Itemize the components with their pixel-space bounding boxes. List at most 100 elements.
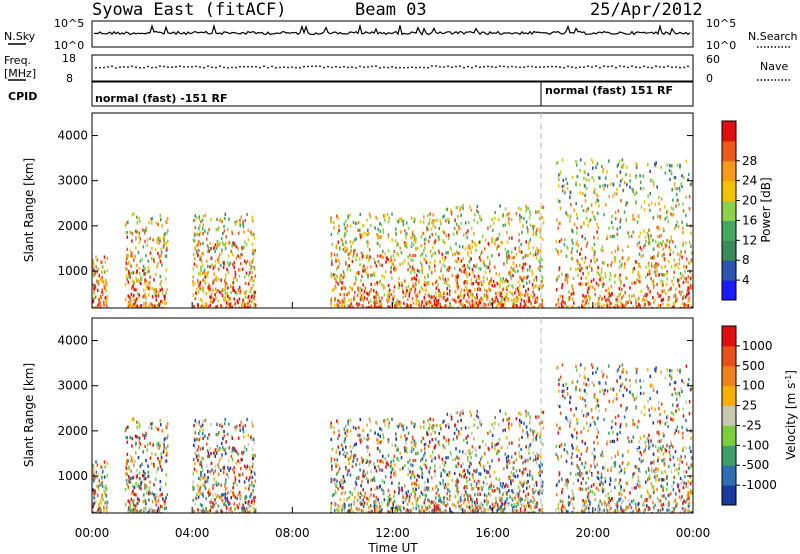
nave-dot bbox=[175, 65, 177, 68]
data-cell bbox=[194, 452, 197, 456]
data-cell bbox=[682, 305, 685, 308]
data-cell bbox=[682, 296, 684, 300]
data-cell bbox=[360, 304, 363, 308]
data-cell bbox=[230, 496, 232, 500]
data-cell bbox=[401, 288, 404, 292]
data-cell bbox=[343, 427, 346, 431]
data-cell bbox=[625, 173, 627, 177]
data-cell bbox=[373, 305, 376, 308]
data-cell bbox=[582, 272, 584, 276]
data-cell bbox=[466, 264, 469, 268]
data-cell bbox=[529, 212, 532, 216]
data-cell bbox=[394, 509, 396, 513]
data-cell bbox=[134, 510, 137, 513]
data-cell bbox=[252, 232, 255, 237]
data-cell bbox=[394, 304, 396, 308]
data-cell bbox=[125, 467, 128, 471]
data-cell bbox=[353, 457, 355, 461]
data-cell bbox=[148, 498, 150, 502]
data-cell bbox=[671, 305, 674, 308]
data-cell bbox=[427, 432, 429, 437]
data-cell bbox=[503, 262, 505, 266]
data-cell bbox=[379, 263, 381, 267]
data-cell bbox=[571, 228, 573, 232]
data-cell bbox=[424, 451, 426, 455]
data-cell bbox=[435, 286, 438, 290]
data-cell bbox=[467, 253, 469, 257]
data-cell bbox=[93, 496, 95, 500]
data-cell bbox=[224, 489, 227, 494]
data-cell bbox=[374, 226, 376, 230]
data-cell bbox=[251, 242, 254, 246]
data-cell bbox=[585, 282, 587, 286]
data-cell bbox=[428, 423, 431, 427]
data-cell bbox=[578, 282, 580, 286]
data-cell bbox=[644, 294, 646, 298]
nave-dot bbox=[247, 65, 249, 68]
data-cell bbox=[430, 432, 433, 436]
data-cell bbox=[384, 457, 387, 461]
nave-dot bbox=[267, 66, 269, 69]
data-cell bbox=[165, 241, 167, 246]
data-cell bbox=[688, 305, 691, 308]
data-cell bbox=[371, 509, 373, 513]
nsearch-tick-bottom: 10^0 bbox=[706, 39, 736, 52]
data-cell bbox=[360, 233, 362, 237]
data-cell bbox=[650, 277, 652, 281]
data-cell bbox=[344, 298, 346, 302]
nave-dot bbox=[367, 66, 369, 68]
data-cell bbox=[434, 296, 437, 300]
data-cell bbox=[424, 259, 427, 263]
data-cell bbox=[533, 305, 535, 308]
data-cell bbox=[564, 191, 566, 195]
data-cell bbox=[396, 303, 398, 307]
data-cell bbox=[253, 297, 255, 301]
data-cell bbox=[359, 440, 362, 444]
data-cell bbox=[679, 271, 682, 276]
data-cell bbox=[463, 294, 466, 298]
data-cell bbox=[393, 472, 395, 476]
data-cell bbox=[96, 511, 98, 513]
nave-dot bbox=[203, 66, 205, 69]
data-cell bbox=[419, 220, 422, 224]
data-cell bbox=[346, 434, 348, 438]
data-cell bbox=[194, 444, 196, 448]
data-cell bbox=[417, 485, 420, 490]
data-cell bbox=[201, 465, 203, 469]
data-cell bbox=[418, 270, 420, 274]
data-cell bbox=[339, 483, 342, 487]
data-cell bbox=[381, 479, 384, 483]
data-cell bbox=[348, 469, 351, 473]
data-cell bbox=[331, 288, 334, 292]
data-cell bbox=[521, 293, 523, 297]
data-cell bbox=[131, 476, 133, 480]
data-cell bbox=[218, 255, 220, 259]
data-cell bbox=[154, 477, 157, 481]
data-cell bbox=[166, 444, 169, 448]
nave-dot bbox=[99, 66, 101, 69]
data-cell bbox=[575, 242, 578, 246]
data-cell bbox=[420, 508, 423, 513]
data-cell bbox=[586, 216, 588, 220]
data-cell bbox=[663, 252, 665, 256]
colorbar-tick-label: 16 bbox=[742, 213, 757, 227]
data-cell bbox=[397, 458, 400, 462]
data-cell bbox=[97, 487, 100, 491]
data-cell bbox=[251, 499, 253, 503]
data-cell bbox=[348, 511, 351, 513]
data-cell bbox=[333, 431, 335, 435]
data-cell bbox=[198, 215, 200, 219]
nave-dot bbox=[619, 65, 621, 67]
data-cell bbox=[246, 417, 248, 421]
data-cell bbox=[330, 275, 333, 279]
data-cell bbox=[608, 291, 610, 295]
data-cell bbox=[571, 297, 574, 301]
data-cell bbox=[363, 269, 365, 273]
data-cell bbox=[668, 169, 671, 173]
data-cell bbox=[661, 283, 664, 287]
data-cell bbox=[376, 217, 379, 221]
data-cell bbox=[491, 218, 493, 222]
data-cell bbox=[374, 260, 376, 265]
data-cell bbox=[376, 233, 378, 237]
